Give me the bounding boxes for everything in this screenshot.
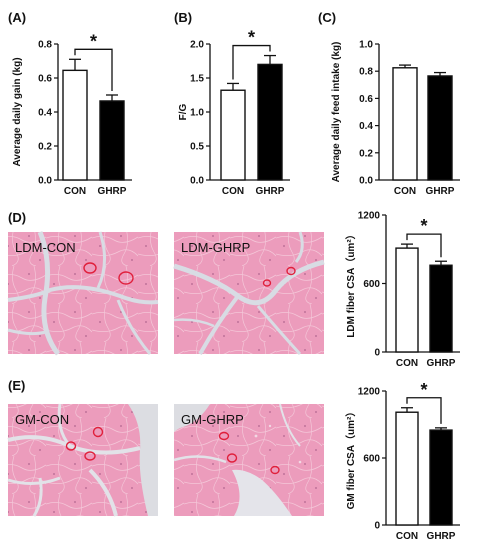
x-tick-label: GHRP — [427, 531, 456, 542]
bar-con — [220, 89, 246, 181]
y-tick-label: 0.8 — [38, 40, 52, 51]
histology-ldm-con: LDM-CON — [7, 231, 159, 356]
histology-gm-ghrp: GM-GHRP — [173, 403, 324, 516]
y-tick-label: 0.8 — [359, 67, 373, 78]
x-tick-label: GHRP — [427, 358, 456, 369]
y-tick-label: 0.0 — [38, 176, 52, 187]
y-axis-label: Average daily gain (kg) — [12, 57, 23, 166]
y-tick-label: 0 — [374, 521, 380, 532]
x-tick-label: CON — [396, 531, 418, 542]
significance-marker: * — [90, 31, 97, 51]
y-axis-label: GM fiber CSA（um²） — [344, 407, 357, 510]
panel-label-b: (B) — [174, 10, 192, 25]
bar-ghrp — [429, 264, 453, 353]
y-tick-label: 600 — [363, 279, 380, 290]
panel-label-c: (C) — [318, 10, 336, 25]
y-tick-label: 0.4 — [359, 121, 373, 132]
bar-ghrp — [99, 100, 125, 181]
x-tick-label: GHRP — [426, 186, 455, 197]
histology-ldm-ghrp: LDM-GHRP — [173, 231, 325, 356]
y-tick-label: 2.0 — [190, 40, 204, 51]
significance-bracket — [74, 48, 113, 91]
y-axis-label: F/G — [178, 103, 189, 120]
panel-label-a: (A) — [8, 10, 26, 25]
y-tick-label: 0.4 — [38, 108, 52, 119]
image-label-gm-con: GM-CON — [15, 412, 69, 427]
y-tick-label: 0.2 — [359, 148, 373, 159]
y-axis-label: LDM fiber CSA（um²） — [344, 229, 357, 337]
image-label-ldm-con: LDM-CON — [15, 240, 76, 255]
bar-con — [395, 247, 419, 353]
significance-marker: * — [420, 216, 427, 236]
image-label-ldm-ghrp: LDM-GHRP — [181, 240, 250, 255]
y-tick-label: 600 — [363, 454, 380, 465]
y-axis-label: Average daily feed intake (kg) — [331, 42, 342, 183]
panel-label-d: (D) — [8, 210, 26, 225]
x-tick-label: CON — [396, 358, 418, 369]
x-tick-label: CON — [222, 186, 244, 197]
y-tick-label: 1200 — [358, 387, 381, 398]
significance-marker: * — [248, 28, 255, 48]
significance-bracket — [232, 44, 271, 80]
x-tick-label: GHRP — [256, 186, 285, 197]
y-tick-label: 1.0 — [190, 108, 204, 119]
significance-bracket — [406, 397, 442, 424]
y-tick-label: 0.5 — [190, 142, 204, 153]
significance-bracket — [406, 233, 442, 258]
bar-con — [392, 67, 418, 181]
y-tick-label: 0.6 — [38, 74, 52, 85]
y-tick-label: 1.5 — [190, 74, 204, 85]
bar-con — [62, 69, 88, 181]
y-tick-label: 0.6 — [359, 94, 373, 105]
bar-ghrp — [257, 63, 283, 181]
histology-gm-con: GM-CON — [7, 403, 158, 517]
bar-ghrp — [429, 429, 453, 526]
panel-label-e: (E) — [8, 378, 25, 393]
y-tick-label: 1200 — [358, 211, 381, 222]
x-tick-label: CON — [394, 186, 416, 197]
chart-average-daily-gain: 0.0 0.2 0.4 0.6 0.8 Average daily gain (kg) CO… — [12, 31, 132, 197]
y-tick-label: 0.0 — [359, 176, 373, 187]
y-tick-label: 0.2 — [38, 142, 52, 153]
x-tick-label: GHRP — [98, 186, 127, 197]
y-tick-label: 0.0 — [190, 176, 204, 187]
chart-average-daily-feed-intake: 0.0 0.2 0.4 0.6 0.8 1.0 Average daily feed int… — [331, 40, 460, 197]
image-label-gm-ghrp: GM-GHRP — [181, 412, 244, 427]
y-tick-label: 0 — [374, 348, 380, 359]
y-tick-label: 1.0 — [359, 40, 373, 51]
chart-feed-to-gain: 0.0 0.5 1.0 1.5 2.0 F/G CON GHRP * — [178, 28, 290, 197]
significance-marker: * — [420, 380, 427, 400]
x-tick-label: CON — [64, 186, 86, 197]
bar-con — [395, 411, 419, 526]
bar-ghrp — [427, 75, 453, 181]
